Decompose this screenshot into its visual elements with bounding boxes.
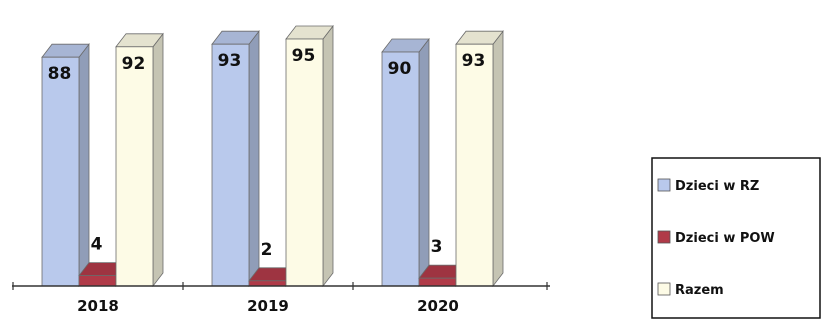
bar-front [248, 280, 287, 287]
bar-front [381, 51, 420, 287]
bar-side [492, 30, 504, 288]
data-label: 93 [462, 51, 486, 71]
data-label: 95 [292, 46, 316, 66]
data-label: 92 [122, 54, 146, 74]
bar-front [115, 46, 154, 287]
data-label: 3 [431, 237, 443, 257]
bar-side [418, 37, 430, 288]
data-labels-layer: 88 4 92 93 2 95 90 3 93 [48, 46, 486, 260]
legend-item: Dzieci w RZ [657, 178, 759, 194]
bar [211, 30, 260, 288]
bars-layer [41, 24, 504, 288]
bar-side [78, 43, 90, 288]
legend-label: Razem [675, 283, 724, 298]
bar-side [152, 32, 164, 288]
legend-swatch [657, 282, 671, 296]
data-label: 4 [91, 235, 103, 255]
x-tick-label: 2018 [77, 297, 119, 315]
bar-front [211, 43, 250, 287]
bar-front [455, 43, 494, 287]
data-label: 90 [388, 59, 412, 79]
bar [41, 43, 90, 288]
legend-swatch [657, 178, 671, 192]
bar-front [78, 275, 117, 287]
bar [285, 24, 334, 288]
legend-box [651, 157, 821, 319]
legend-item: Dzieci w POW [657, 230, 775, 246]
bar [455, 30, 504, 288]
legend-item: Razem [657, 282, 724, 298]
data-label: 88 [48, 64, 72, 84]
legend: Dzieci w RZ Dzieci w POW Razem [651, 157, 821, 319]
bar [381, 37, 430, 288]
x-tick-label: 2019 [247, 297, 289, 315]
bar-side [322, 24, 334, 288]
bar-front [285, 38, 324, 287]
bar-side [248, 30, 260, 288]
legend-label: Dzieci w RZ [675, 179, 759, 194]
x-ticks-layer: 2018 2019 2020 [12, 282, 548, 315]
legend-items: Dzieci w RZ Dzieci w POW Razem [657, 178, 775, 298]
data-label: 2 [261, 240, 273, 260]
bar-front [418, 277, 457, 287]
bar [115, 32, 164, 288]
legend-label: Dzieci w POW [675, 231, 775, 246]
legend-swatch [657, 230, 671, 244]
data-label: 93 [218, 51, 242, 71]
bar-front [41, 56, 80, 287]
x-tick-label: 2020 [417, 297, 459, 315]
